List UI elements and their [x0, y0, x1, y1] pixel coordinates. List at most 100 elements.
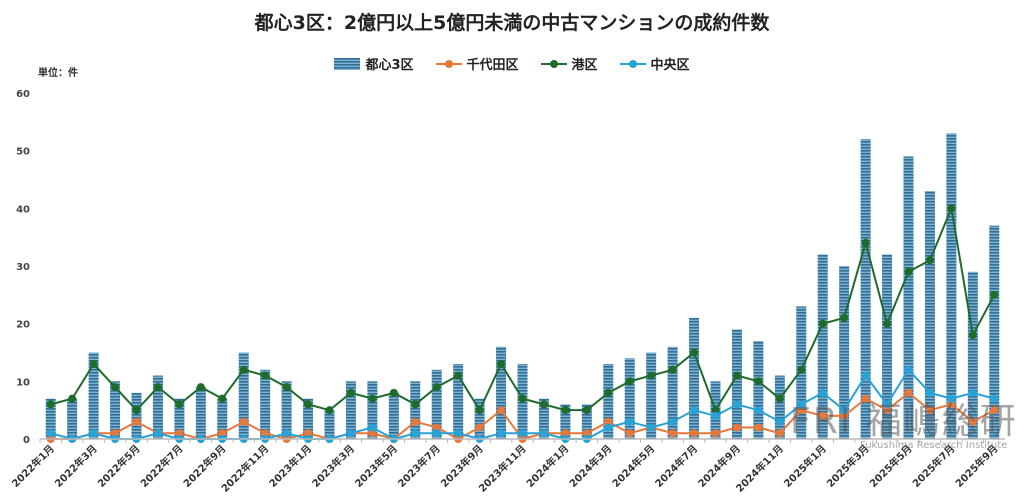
data-point: [797, 406, 806, 415]
bar: [496, 346, 507, 439]
data-point: [990, 394, 999, 403]
data-point: [46, 429, 55, 438]
bar: [753, 340, 764, 439]
y-tick-label: 20: [16, 320, 30, 331]
data-point: [625, 377, 634, 386]
data-point: [754, 377, 763, 386]
legend-item-minato: 港区: [540, 54, 598, 73]
x-tick-label: 2023年7月: [395, 442, 443, 490]
data-point: [325, 406, 334, 415]
data-point: [153, 383, 162, 392]
data-point: [561, 406, 570, 415]
legend-label: 中央区: [650, 58, 690, 73]
data-point: [775, 429, 784, 438]
bar: [453, 364, 464, 439]
y-tick-label: 60: [16, 89, 30, 100]
bar: [624, 358, 635, 439]
bar: [603, 364, 614, 439]
data-point: [711, 406, 720, 415]
data-point: [389, 388, 398, 397]
bar: [667, 346, 678, 439]
y-tick-label: 40: [16, 204, 30, 215]
legend: 都心3区 千代田区 港区 中央区: [0, 54, 1024, 73]
data-point: [925, 256, 934, 265]
bar: [131, 392, 142, 439]
data-point: [497, 406, 506, 415]
data-point: [904, 388, 913, 397]
data-point: [732, 400, 741, 409]
watermark-logo-text: FRI 福嶋総研: [790, 401, 1018, 442]
bar: [431, 369, 442, 439]
data-point: [475, 423, 484, 432]
watermark-sub-text: Fukushima Research Institute: [860, 440, 1008, 451]
data-point: [797, 365, 806, 374]
x-tick-label: 2022年1月: [9, 442, 57, 490]
data-point: [947, 394, 956, 403]
data-point: [604, 417, 613, 426]
data-point: [947, 204, 956, 213]
data-point: [454, 429, 463, 438]
data-point: [732, 423, 741, 432]
bar: [989, 225, 1000, 439]
data-point: [68, 394, 77, 403]
data-point: [304, 400, 313, 409]
data-point: [497, 429, 506, 438]
data-point: [711, 429, 720, 438]
data-point: [411, 400, 420, 409]
data-point: [647, 423, 656, 432]
bar: [88, 352, 99, 439]
data-point: [840, 313, 849, 322]
legend-label: 都心3区: [365, 58, 414, 73]
data-point: [840, 406, 849, 415]
data-point: [196, 383, 205, 392]
bar: [367, 381, 378, 439]
data-point: [711, 411, 720, 420]
bar: [45, 398, 56, 439]
data-point: [925, 388, 934, 397]
bar: [303, 398, 314, 439]
data-point: [625, 417, 634, 426]
bar: [646, 352, 657, 439]
x-tick-label: 2024年5月: [609, 442, 657, 490]
bar: [538, 398, 549, 439]
data-point: [346, 429, 355, 438]
bar: [860, 139, 871, 439]
data-point: [132, 406, 141, 415]
bar: [110, 381, 121, 439]
data-point: [175, 429, 184, 438]
data-point: [432, 423, 441, 432]
data-point: [432, 429, 441, 438]
data-point: [282, 429, 291, 438]
bar: [946, 133, 957, 439]
x-tick-label: 2024年3月: [566, 442, 614, 490]
data-point: [411, 417, 420, 426]
legend-label: 千代田区: [466, 58, 519, 73]
bar: [217, 398, 228, 439]
x-tick-label: 2023年5月: [352, 442, 400, 490]
data-point: [368, 429, 377, 438]
bar: [731, 329, 742, 439]
data-point: [304, 429, 313, 438]
data-point: [582, 429, 591, 438]
line-marker-icon: [435, 59, 462, 68]
data-point: [690, 348, 699, 357]
data-point: [968, 388, 977, 397]
data-point: [732, 371, 741, 380]
data-point: [861, 371, 870, 380]
data-point: [968, 331, 977, 340]
y-tick-label: 10: [16, 377, 30, 388]
data-point: [261, 371, 270, 380]
data-point: [411, 429, 420, 438]
data-point: [818, 319, 827, 328]
data-point: [368, 394, 377, 403]
y-tick-label: 0: [23, 435, 30, 446]
bar: [67, 398, 78, 439]
data-point: [368, 423, 377, 432]
bar: [689, 317, 700, 439]
bar: [152, 375, 163, 439]
data-point: [282, 383, 291, 392]
data-point: [239, 365, 248, 374]
data-point: [625, 429, 634, 438]
data-point: [818, 388, 827, 397]
bar: [882, 254, 893, 439]
